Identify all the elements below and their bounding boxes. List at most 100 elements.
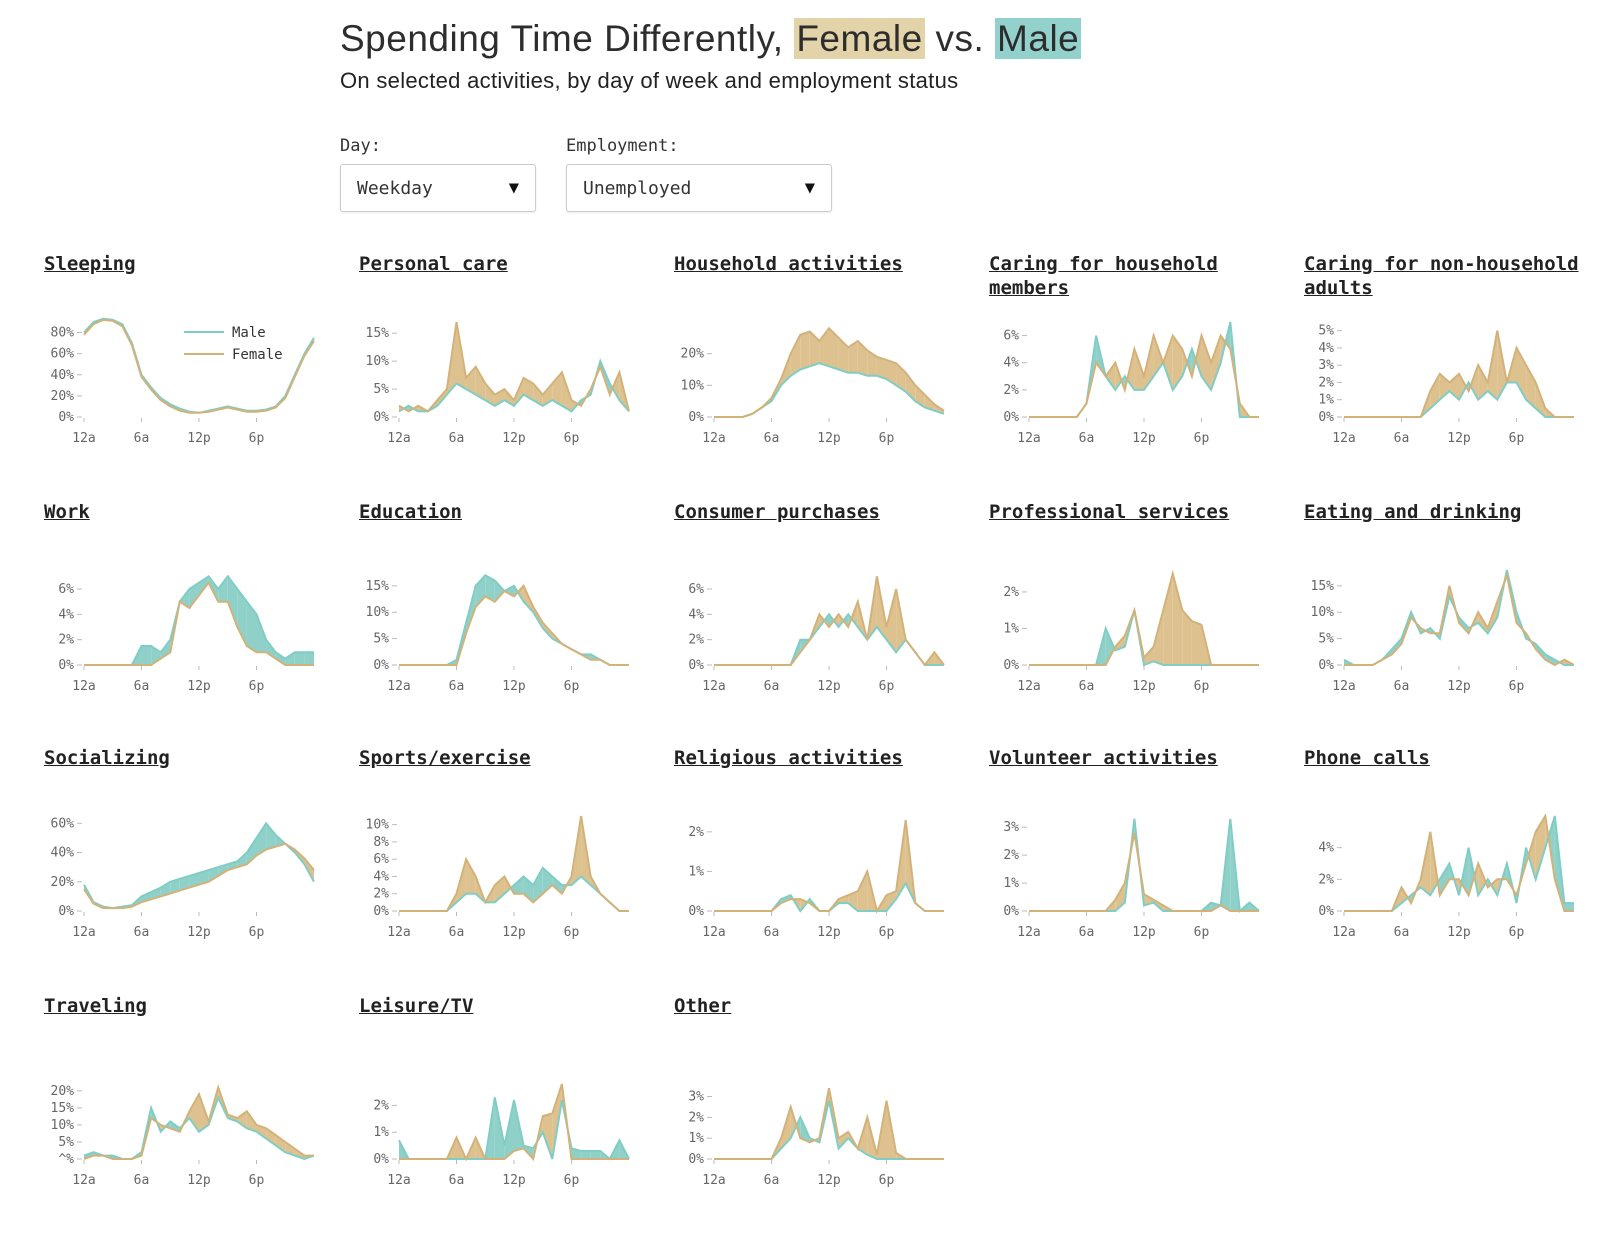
day-select[interactable]: Weekday ▼ <box>340 164 536 212</box>
x-tick-label: 12p <box>1132 679 1156 694</box>
x-tick-label: 6p <box>564 925 580 940</box>
x-tick-label: 12a <box>387 1173 410 1188</box>
chart-title[interactable]: Volunteer activities <box>989 747 1218 769</box>
female-series-line <box>714 576 945 667</box>
difference-area <box>1470 365 1479 400</box>
y-tick-label: 80% <box>51 326 75 341</box>
difference-area <box>266 1128 276 1146</box>
employment-select[interactable]: Unemployed ▼ <box>566 164 832 212</box>
difference-area <box>1545 654 1555 665</box>
difference-area <box>246 601 257 653</box>
x-tick-label: 6a <box>449 679 465 694</box>
page-subtitle: On selected activities, by day of week a… <box>340 68 959 93</box>
x-tick-label: 6a <box>449 1173 465 1188</box>
x-tick-label: 6a <box>764 679 780 694</box>
area-chart: 0% 1% 2% 12a 6a 12p 6p <box>1003 569 1259 694</box>
chart-panel-education: Education 0% 5% 10% 15% 12a 6a 12p 6p <box>359 500 664 740</box>
chart-title[interactable]: Traveling <box>44 995 147 1017</box>
difference-area <box>141 646 152 665</box>
female-series-line <box>714 1088 944 1160</box>
difference-area <box>189 1094 199 1132</box>
difference-area <box>1535 816 1546 880</box>
day-label: Day: <box>340 136 381 156</box>
chart-title[interactable]: Socializing <box>44 747 170 769</box>
chevron-down-icon: ▼ <box>508 178 519 198</box>
area-chart: 0% 2% 4% 6% 12a 6a 12p 6p <box>688 576 945 694</box>
difference-area <box>1528 831 1536 880</box>
difference-area <box>237 1111 247 1129</box>
difference-area <box>285 652 295 665</box>
chart-legend: Male Female <box>184 325 283 363</box>
x-tick-label: 6p <box>1509 431 1525 446</box>
x-tick-label: 12a <box>702 925 725 940</box>
x-tick-label: 6a <box>1394 925 1410 940</box>
chart-title[interactable]: Other <box>674 995 732 1017</box>
chart-title[interactable]: Work <box>44 501 90 523</box>
x-tick-label: 12p <box>817 431 841 446</box>
y-tick-label: 3% <box>1318 358 1334 373</box>
y-tick-label: 2% <box>373 1098 389 1113</box>
x-tick-label: 6a <box>134 925 150 940</box>
area-chart: 0% 1% 2% 12a 6a 12p 6p <box>373 1083 630 1188</box>
difference-area <box>514 876 524 894</box>
difference-area <box>475 366 486 401</box>
difference-area <box>1439 863 1450 896</box>
difference-area <box>199 870 209 885</box>
x-tick-label: 12a <box>1332 925 1355 940</box>
difference-area <box>566 876 572 886</box>
difference-area <box>1201 335 1212 390</box>
difference-area <box>237 589 247 646</box>
area-chart: 0% 1% 2% 3% 4% 5% 12a 6a 12p 6p <box>1318 324 1574 446</box>
difference-area <box>886 589 897 653</box>
difference-area <box>1172 335 1183 390</box>
y-tick-label: 20% <box>51 1084 75 1099</box>
difference-area <box>446 659 457 665</box>
chart-title[interactable]: Personal care <box>359 253 508 275</box>
y-tick-label: 1% <box>1003 876 1019 891</box>
title-vs: vs. <box>935 18 985 59</box>
chart-panel-eating-and-drinking: Eating and drinking 0% 5% 10% 15% 12a 6a 12p 6p <box>1304 500 1600 740</box>
difference-area <box>504 585 514 597</box>
x-tick-label: 12p <box>1447 679 1471 694</box>
difference-area <box>1105 362 1116 390</box>
y-tick-label: 5% <box>373 632 389 647</box>
chart-title[interactable]: Eating and drinking <box>1304 501 1522 523</box>
chart-title[interactable]: Professional services <box>989 501 1230 523</box>
chart-title[interactable]: Consumer purchases <box>674 501 880 523</box>
x-tick-label: 6p <box>879 925 895 940</box>
x-tick-label: 12p <box>817 1173 841 1188</box>
day-select-value: Weekday <box>357 177 433 199</box>
y-tick-label: 0% <box>688 1152 704 1167</box>
x-tick-label: 6a <box>449 925 465 940</box>
chart-title[interactable]: Education <box>359 501 462 523</box>
x-tick-label: 12a <box>1332 679 1355 694</box>
female-series-line <box>1344 330 1574 418</box>
y-tick-label: 0% <box>688 904 704 919</box>
chart-title[interactable]: Household activities <box>674 253 903 275</box>
chart-panel-traveling: Traveling ^% 5% 10% 15% 20% 12a 6a 12p 6p <box>44 994 349 1234</box>
chart-title[interactable]: Religious activities <box>674 747 903 769</box>
chart-title[interactable]: Caring for non-household adults <box>1304 253 1579 299</box>
x-tick-label: 12p <box>502 925 526 940</box>
male-series-line <box>1029 321 1259 418</box>
chart-title[interactable]: Leisure/TV <box>359 995 474 1017</box>
chart-panel-household-activities: Household activities 0% 10% 20% 12a 6a 12p 6p <box>674 252 979 492</box>
chart-title[interactable]: Caring for household members <box>989 253 1218 299</box>
difference-area <box>590 1150 601 1159</box>
area-chart: 0% 1% 2% 3% 12a 6a 12p 6p <box>1003 818 1260 940</box>
y-tick-label: 10% <box>51 1118 75 1133</box>
y-tick-label: 1% <box>1003 621 1019 636</box>
difference-area <box>227 576 238 627</box>
area-chart: 0% 5% 10% 15% 12a 6a 12p 6p <box>366 574 629 694</box>
difference-area <box>600 1150 610 1159</box>
chart-title[interactable]: Sports/exercise <box>359 747 531 769</box>
chart-title[interactable]: Sleeping <box>44 253 136 275</box>
chart-panel-consumer-purchases: Consumer purchases 0% 2% 4% 6% 12a 6a 12p 6p <box>674 500 979 740</box>
x-tick-label: 12a <box>1332 431 1355 446</box>
area-chart: 0% 5% 10% 15% 12a 6a 12p 6p <box>366 321 630 446</box>
chart-title[interactable]: Phone calls <box>1304 747 1430 769</box>
y-tick-label: 0% <box>58 410 74 425</box>
y-tick-label: 6% <box>688 582 704 597</box>
difference-area <box>1478 365 1488 400</box>
area-chart: 0% 2% 4% 6% 8% 10% 12a 6a 12p 6p <box>366 815 629 940</box>
